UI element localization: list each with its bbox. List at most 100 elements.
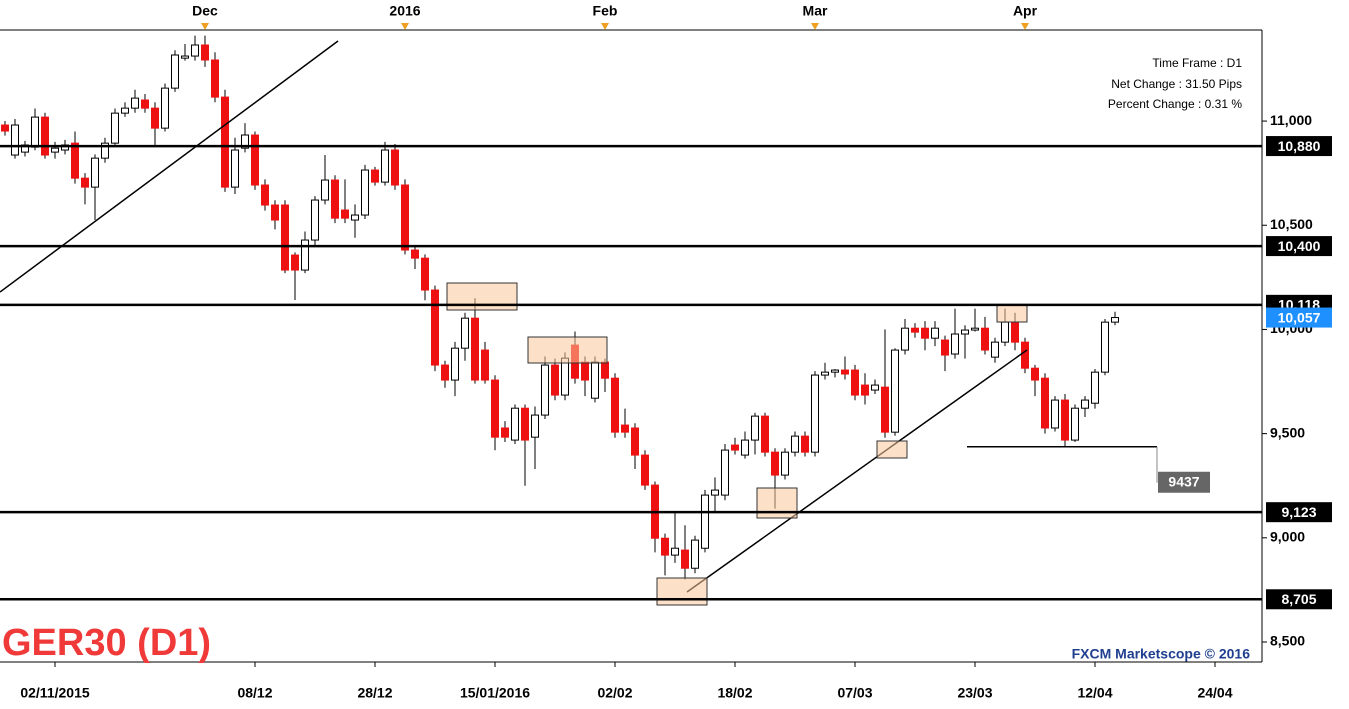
highlight-box <box>656 577 708 606</box>
candle-body <box>661 537 669 556</box>
candle-body <box>621 424 629 433</box>
level-label-box <box>1266 136 1332 157</box>
candle-body <box>981 327 989 351</box>
candle-body <box>811 374 819 453</box>
x-tick-label: 02/02 <box>597 685 632 701</box>
last-price-label: 10,057 <box>1278 309 1321 325</box>
info-text: Percent Change : 0.31 % <box>1108 97 1242 111</box>
candle-body <box>681 549 689 569</box>
candle-body <box>401 184 409 251</box>
candle-body <box>421 257 429 291</box>
candle-body <box>161 87 169 129</box>
candle-body <box>391 149 399 186</box>
candle-body <box>1041 377 1049 429</box>
support-label: 9437 <box>1168 473 1199 489</box>
x-tick-label: 24/04 <box>1197 685 1232 701</box>
candle-body <box>131 97 139 109</box>
candle-body <box>871 384 879 391</box>
candle-body <box>1101 321 1109 373</box>
candle-body <box>371 169 379 183</box>
candle-body <box>111 112 119 144</box>
candle-body <box>771 451 779 476</box>
candle-body <box>321 179 329 201</box>
candle-body <box>891 349 899 433</box>
candle-body <box>961 329 969 335</box>
x2-tick <box>811 23 819 30</box>
candle-body <box>381 149 389 183</box>
candle-body <box>841 369 849 375</box>
candle-body <box>851 369 859 396</box>
level-label: 9,123 <box>1281 504 1316 520</box>
candle-body <box>531 414 539 438</box>
y-tick-label: 9,500 <box>1270 424 1305 440</box>
candle-body <box>431 289 439 366</box>
y-tick-label: 10,500 <box>1270 216 1313 232</box>
candle-body <box>691 539 699 569</box>
x-tick-label: 23/03 <box>957 685 992 701</box>
candle-body <box>191 44 199 57</box>
candle-body <box>671 547 679 556</box>
candle-body <box>411 249 419 259</box>
y-tick-label: 9,000 <box>1270 529 1305 545</box>
candle-body <box>581 361 589 381</box>
x-tick-label: 08/12 <box>237 685 272 701</box>
highlight-box <box>996 304 1028 323</box>
candle-body <box>81 177 89 188</box>
candle-body <box>471 317 479 381</box>
candle-body <box>171 54 179 89</box>
candle-body <box>71 142 79 179</box>
candle-body <box>761 415 769 453</box>
candle-body <box>271 204 279 221</box>
candle-body <box>331 179 339 219</box>
candle-body <box>781 451 789 476</box>
candle-body <box>561 357 569 396</box>
candle-body <box>831 369 839 373</box>
candle-body <box>721 449 729 496</box>
info-text: Time Frame : D1 <box>1152 56 1242 70</box>
candle-body <box>1031 367 1039 381</box>
candle-body <box>501 427 509 438</box>
trend-line <box>0 40 339 293</box>
x2-tick <box>1021 23 1029 30</box>
candle-body <box>211 59 219 98</box>
x2-tick-label: Feb <box>593 3 618 19</box>
candle-body <box>791 435 799 453</box>
candle-body <box>601 361 609 379</box>
candle-body <box>631 427 639 456</box>
candle-body <box>361 169 369 216</box>
candle-body <box>41 116 49 156</box>
candle-body <box>311 199 319 241</box>
chart-title: GER30 (D1) <box>2 622 211 664</box>
candle-body <box>511 407 519 441</box>
x2-tick-label: Apr <box>1013 3 1038 19</box>
watermark: FXCM Marketscope © 2016 <box>1072 646 1251 662</box>
candle-body <box>971 327 979 331</box>
x2-tick <box>201 23 209 30</box>
support-label-box <box>1158 471 1210 493</box>
candle-body <box>351 214 359 221</box>
x2-tick-label: 2016 <box>389 3 420 19</box>
last-price-box <box>1266 307 1332 328</box>
candle-body <box>201 44 209 61</box>
x-tick-label: 02/11/2015 <box>20 685 90 701</box>
candle-body <box>751 415 759 441</box>
level-label-box <box>1266 236 1332 257</box>
candle-body <box>121 107 129 114</box>
candle-body <box>551 364 559 396</box>
x-tick-label: 28/12 <box>357 685 392 701</box>
candle-body <box>181 55 189 59</box>
x-tick-label: 07/03 <box>837 685 872 701</box>
candle-body <box>521 407 529 441</box>
candle-body <box>1111 317 1119 323</box>
candle-body <box>461 317 469 349</box>
candle-body <box>801 435 809 453</box>
candle-body <box>291 254 299 271</box>
candle-body <box>281 204 289 271</box>
y-tick-label: 11,000 <box>1270 112 1312 128</box>
candle-body <box>991 341 999 358</box>
candle-body <box>231 149 239 188</box>
candle-body <box>1081 399 1089 409</box>
candle-body <box>1001 321 1009 343</box>
level-label: 10,400 <box>1278 238 1321 254</box>
